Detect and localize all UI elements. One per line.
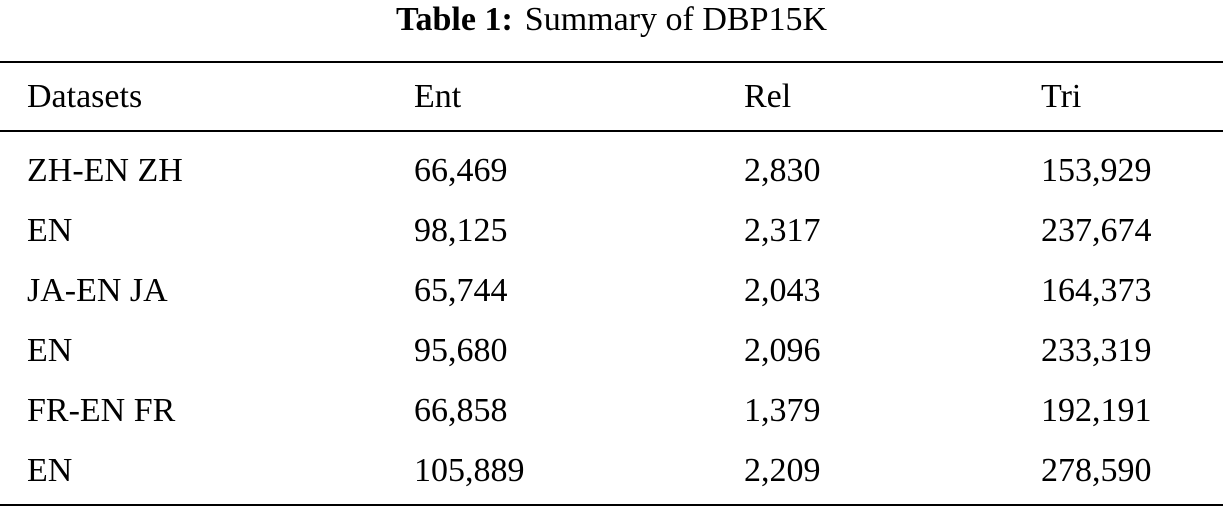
- header-ent: Ent: [414, 78, 462, 115]
- cell-dataset: EN: [27, 452, 73, 489]
- cell-rel: 2,096: [744, 332, 821, 369]
- cell-dataset: EN: [27, 332, 73, 369]
- cell-rel: 2,830: [744, 152, 821, 189]
- table-row: ZH-EN ZH 66,469 2,830 153,929: [0, 141, 1223, 201]
- header-tri: Tri: [1041, 78, 1082, 115]
- cell-tri: 278,590: [1041, 452, 1152, 489]
- cell-rel: 1,379: [744, 392, 821, 429]
- table-top-rule: [0, 61, 1223, 63]
- cell-tri: 233,319: [1041, 332, 1152, 369]
- cell-tri: 153,929: [1041, 152, 1152, 189]
- cell-dataset: EN: [27, 212, 73, 249]
- table-row: EN 105,889 2,209 278,590: [0, 441, 1223, 501]
- table-caption-text: Summary of DBP15K: [524, 1, 828, 38]
- header-datasets: Datasets: [27, 78, 143, 115]
- table-header-rule: [0, 130, 1223, 132]
- cell-tri: 192,191: [1041, 392, 1152, 429]
- cell-ent: 95,680: [414, 332, 508, 369]
- cell-rel: 2,317: [744, 212, 821, 249]
- table-bottom-rule: [0, 504, 1223, 506]
- table-header-row: Datasets Ent Rel Tri: [0, 67, 1223, 127]
- cell-ent: 105,889: [414, 452, 525, 489]
- cell-ent: 65,744: [414, 272, 508, 309]
- cell-dataset: FR-EN FR: [27, 392, 176, 429]
- table-row: EN 98,125 2,317 237,674: [0, 201, 1223, 261]
- cell-dataset: ZH-EN ZH: [27, 152, 183, 189]
- cell-tri: 237,674: [1041, 212, 1152, 249]
- header-rel: Rel: [744, 78, 792, 115]
- cell-rel: 2,209: [744, 452, 821, 489]
- cell-ent: 98,125: [414, 212, 508, 249]
- table-row: EN 95,680 2,096 233,319: [0, 321, 1223, 381]
- cell-ent: 66,469: [414, 152, 508, 189]
- cell-ent: 66,858: [414, 392, 508, 429]
- table-caption-label: Table 1:: [395, 1, 513, 38]
- cell-rel: 2,043: [744, 272, 821, 309]
- table-row: JA-EN JA 65,744 2,043 164,373: [0, 261, 1223, 321]
- cell-tri: 164,373: [1041, 272, 1152, 309]
- table-caption: Table 1: Summary of DBP15K: [0, 0, 1223, 44]
- cell-dataset: JA-EN JA: [27, 272, 168, 309]
- table-row: FR-EN FR 66,858 1,379 192,191: [0, 381, 1223, 441]
